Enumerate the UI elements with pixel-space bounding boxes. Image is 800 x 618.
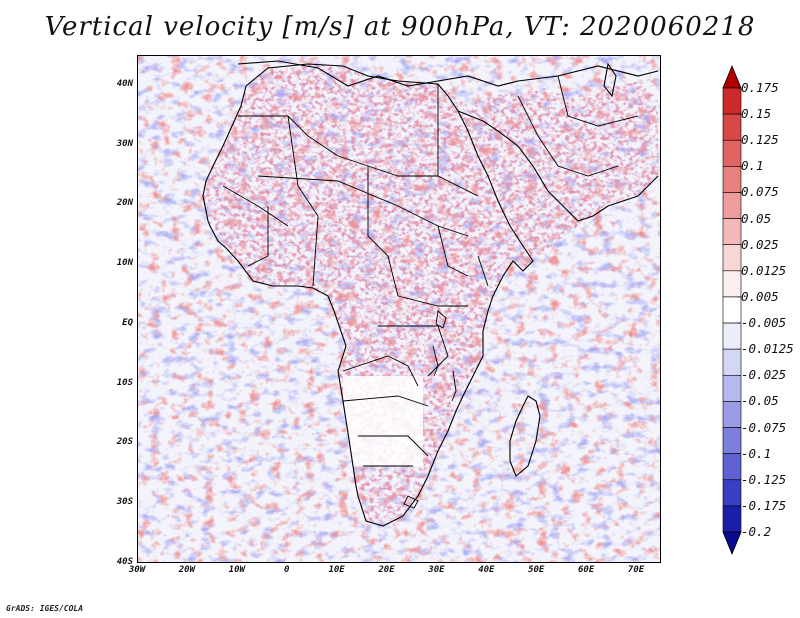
colorbar-segment: [722, 113, 742, 141]
colorbar-segment: [722, 270, 742, 298]
lon-tick-label: 70E: [627, 565, 645, 575]
lon-tick-label: 50E: [528, 565, 545, 575]
colorbar-segment: [722, 244, 742, 272]
lat-tick-label: 20N: [116, 198, 133, 209]
country-borders: [222, 75, 639, 467]
lat-tick-label: 30S: [116, 497, 133, 508]
map-plot-area: [137, 55, 661, 563]
lat-tick-label: 40N: [116, 78, 133, 89]
grads-credit: GrADS: IGES/COLA: [6, 604, 84, 613]
colorbar-level-label: -0.075: [741, 419, 787, 435]
colorbar-level-label: 0.025: [741, 236, 779, 252]
colorbar-segment: [722, 139, 742, 167]
colorbar-level-label: 0.075: [741, 184, 779, 200]
colorbar-level-label: -0.175: [741, 497, 787, 513]
lon-tick-label: 10E: [328, 565, 345, 575]
caspian-sea: [603, 62, 617, 98]
map-title: Vertical velocity [m/s] at 900hPa, VT: 2…: [44, 12, 756, 42]
colorbar-segment: [722, 218, 742, 246]
lat-tick-label: 30N: [116, 138, 133, 149]
colorbar-level-label: 0.1: [741, 158, 764, 174]
lon-tick-label: 20W: [178, 565, 196, 575]
lat-tick-label: EQ: [122, 317, 133, 328]
colorbar-level-label: 0.125: [741, 132, 779, 148]
lon-tick-label: 30E: [428, 565, 445, 575]
colorbar-segment: [722, 322, 742, 350]
africa-coastline: [202, 63, 534, 527]
colorbar-level-label: -0.05: [741, 393, 779, 409]
lon-tick-label: 0: [283, 565, 290, 575]
colorbar-level-label: -0.1: [741, 445, 772, 461]
colorbar-level-label: 0.175: [741, 80, 779, 95]
colorbar-level-label: 0.005: [741, 288, 779, 304]
colorbar-segment: [722, 505, 742, 533]
colorbar-segment: [722, 296, 742, 324]
colorbar-level-label: 0.15: [741, 106, 772, 122]
map-field-svg: [138, 56, 660, 562]
lat-tick-label: 40S: [116, 557, 133, 567]
colorbar-level-label: -0.0125: [741, 341, 794, 357]
lon-tick-label: 30W: [128, 565, 146, 575]
colorbar-level-label: -0.125: [741, 471, 787, 487]
colorbar-level-label: -0.2: [741, 524, 772, 539]
madagascar: [509, 395, 541, 477]
lon-tick-label: 20E: [378, 565, 395, 575]
lon-tick-label: 40E: [478, 565, 495, 575]
coastlines: [202, 60, 659, 527]
colorbar-level-label: 0.05: [741, 210, 772, 226]
lat-tick-label: 10S: [116, 377, 133, 388]
colorbar: [722, 64, 742, 556]
mediterranean-north: [237, 60, 659, 87]
lat-tick-label: 10N: [116, 258, 133, 269]
lakes: [403, 310, 457, 509]
colorbar-segment: [722, 427, 742, 454]
colorbar-segment: [722, 192, 742, 219]
lon-tick-label: 10W: [228, 565, 245, 575]
colorbar-segment: [722, 87, 742, 115]
lon-tick-label: 60E: [578, 565, 595, 575]
colorbar-level-label: -0.025: [741, 367, 787, 383]
colorbar-top-arrow: [722, 64, 742, 89]
lat-tick-label: 20S: [116, 437, 133, 448]
colorbar-segment: [722, 374, 742, 402]
colorbar-level-label: 0.0125: [741, 262, 787, 278]
colorbar-segment: [722, 166, 742, 193]
colorbar-segment: [722, 348, 742, 376]
arabian-coast: [457, 110, 659, 222]
southern-africa-quiet-region: [343, 376, 423, 466]
colorbar-segment: [722, 401, 742, 428]
colorbar-bottom-arrow: [722, 531, 742, 556]
colorbar-segment: [722, 453, 742, 481]
colorbar-level-label: -0.005: [741, 315, 787, 331]
colorbar-segment: [722, 479, 742, 507]
